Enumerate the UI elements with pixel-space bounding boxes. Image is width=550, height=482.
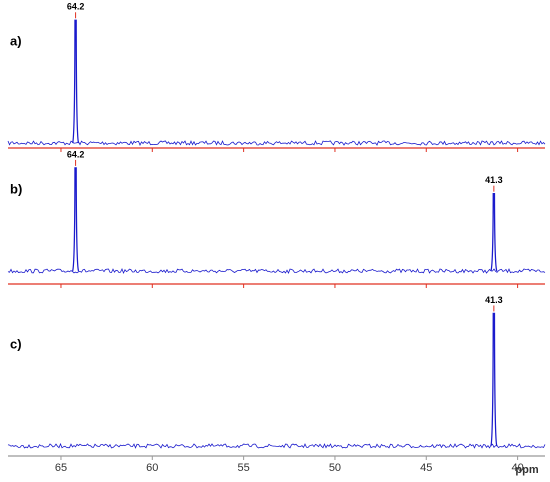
baseline-noise <box>7 267 546 275</box>
peak-label: 64.2 <box>67 149 85 159</box>
panel-label: a) <box>10 33 22 48</box>
panel-label: c) <box>10 336 22 351</box>
peak <box>71 167 80 272</box>
peak <box>490 312 498 447</box>
peak-label: 64.2 <box>67 2 85 12</box>
peak-label: 41.3 <box>485 175 503 185</box>
peak <box>71 19 80 144</box>
x-tick-label: 65 <box>55 462 67 474</box>
x-axis-label: ppm <box>515 464 538 476</box>
baseline-noise <box>7 140 546 146</box>
x-tick-label: 60 <box>146 462 158 474</box>
panel-label: b) <box>10 181 22 196</box>
baseline-noise <box>7 442 546 449</box>
peak-label: 41.3 <box>485 295 503 305</box>
x-tick-label: 40 <box>511 462 523 474</box>
x-tick-label: 55 <box>237 462 249 474</box>
x-tick-label: 45 <box>420 462 432 474</box>
x-tick-label: 50 <box>329 462 341 474</box>
peak <box>490 193 498 272</box>
